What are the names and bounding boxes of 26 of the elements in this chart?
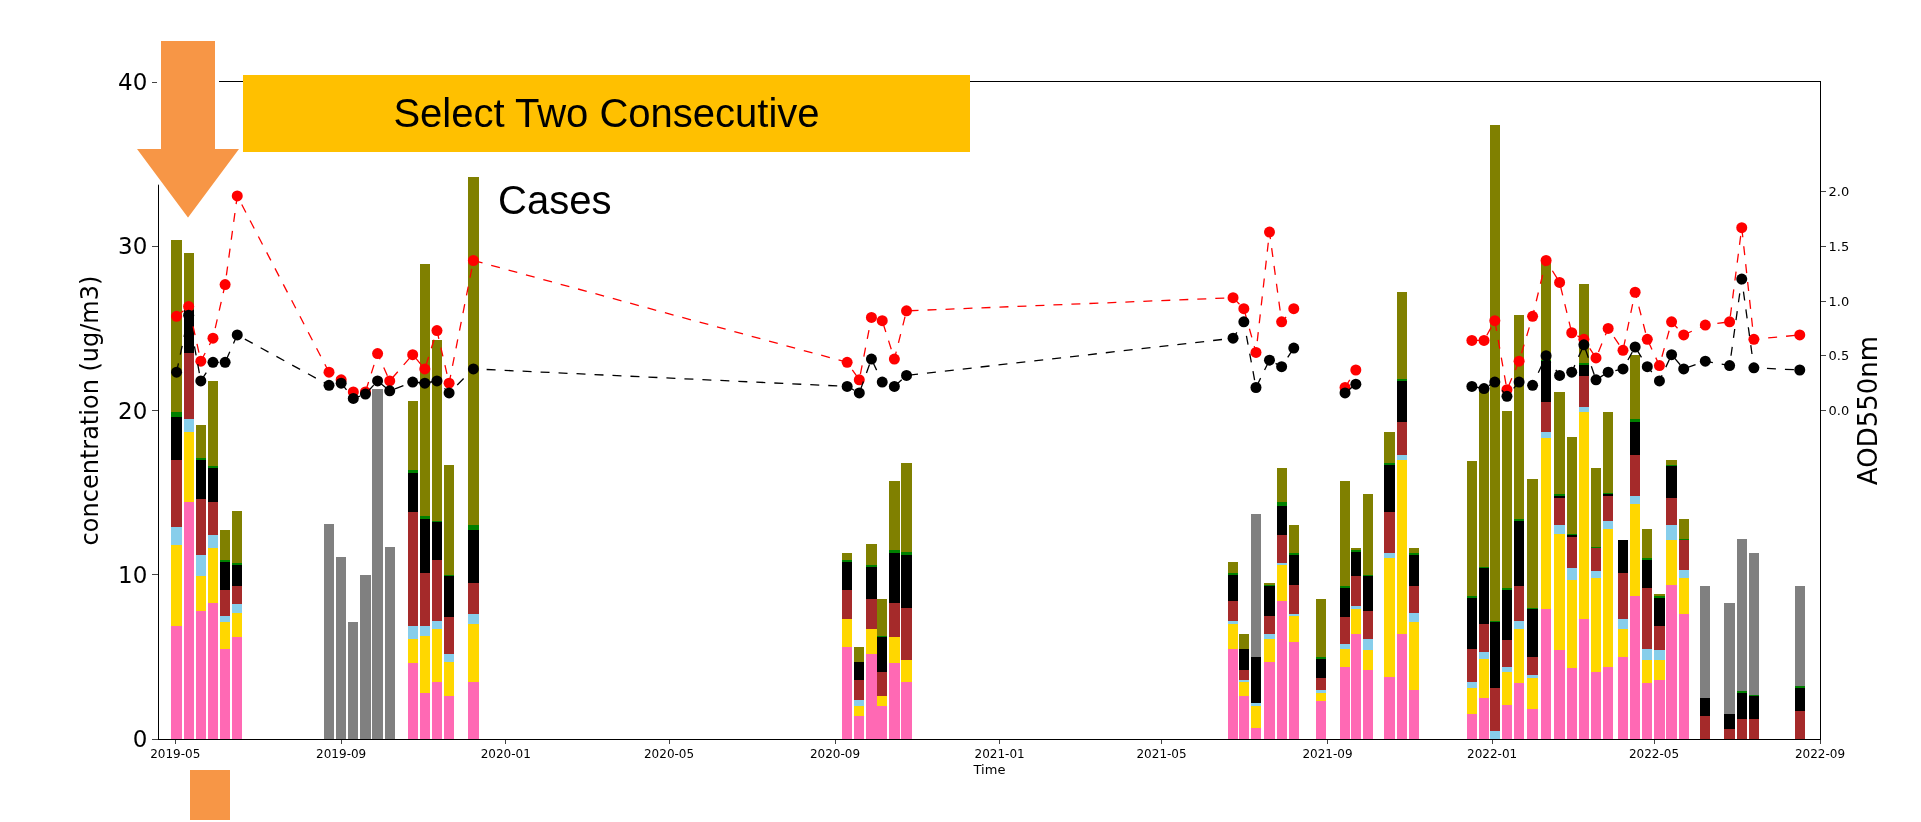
annotation: Cases [498,178,612,222]
y-axis-title: concentration (ug/m3) [76,275,105,546]
x-tick-label: 2020-01 [480,747,531,762]
y2-axis-title: AOD550nm [1852,335,1883,486]
y2-tick-label: 1.0 [1828,293,1850,309]
y2-tick-label: 0.0 [1828,403,1850,419]
y-tick-label: 20 [118,397,148,424]
x-tick-label: 2021-09 [1302,747,1353,762]
x-tick-label: 2019-09 [316,747,367,762]
x-tick-label: 2021-05 [1136,747,1187,762]
x-tick-label: 2021-01 [974,747,1025,762]
x-tick-label: 2022-05 [1628,747,1680,762]
y2-tick-label: 1.5 [1828,238,1850,254]
y-tick-label: 0 [132,726,148,753]
x-tick-label: 2019-05 [150,747,201,762]
y-tick-label: 40 [118,69,148,96]
y-tick-label: 10 [118,561,148,588]
x-tick-label: 2022-01 [1467,747,1518,762]
y2-tick-label: 0.5 [1828,348,1850,364]
y-tick-label: 30 [118,233,148,260]
x-tick-label: 2022-09 [1794,747,1846,762]
callout-box: Select Two Consecutive [243,75,970,152]
y2-tick-label: 2.0 [1828,184,1850,200]
x-tick-label: 2020-09 [809,747,861,762]
x-tick-label: 2020-05 [643,747,695,762]
x-axis-title: Time [972,762,1006,777]
